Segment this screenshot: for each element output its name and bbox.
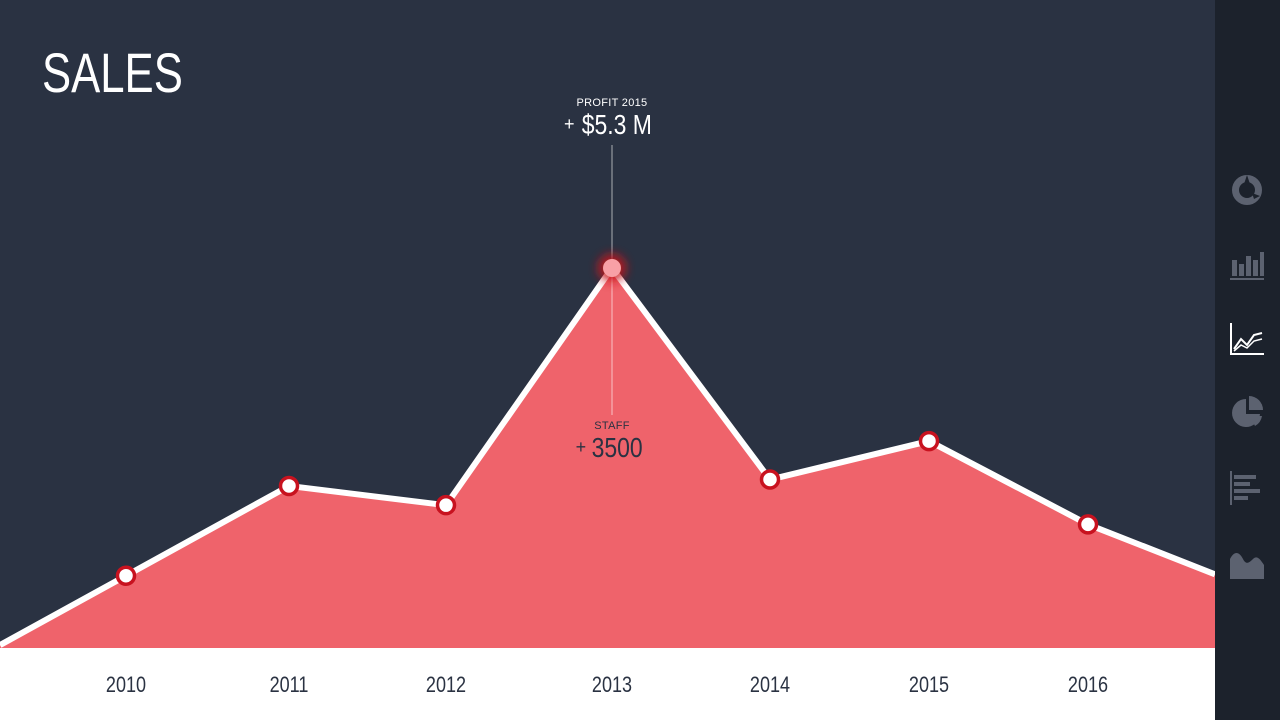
chart-panel: SALES PROFIT 2015 + $5.3 M STAFF +3500 20… [0,41,1215,720]
x-tick-label: 2011 [269,672,309,697]
x-tick-label: 2012 [425,672,467,697]
profit-annotation-prefix: + [563,114,575,134]
chart-type-sidebar [1215,0,1280,720]
data-point-2014 [759,469,781,490]
x-tick-label: 2013 [591,672,633,697]
profit-annotation-label: PROFIT 2015 [576,97,648,109]
x-tick-label: 2016 [1067,672,1109,697]
staff-annotation-prefix: + [575,437,587,457]
staff-annotation: STAFF +3500 [512,420,712,464]
donut-chart-icon[interactable] [1229,172,1265,208]
data-point-2016 [1077,514,1099,535]
staff-annotation-value: 3500 [591,432,643,463]
horizontal-bar-chart-icon[interactable] [1229,470,1265,506]
staff-annotation-label: STAFF [594,420,630,432]
x-tick-label: 2010 [105,672,147,697]
x-axis-band [0,648,1215,720]
line-chart-icon[interactable] [1229,321,1265,357]
sales-area-chart [0,145,1215,720]
profit-annotation: PROFIT 2015 + $5.3 M [512,97,712,141]
pie-chart-icon[interactable] [1229,395,1265,431]
data-point-2015 [918,430,940,452]
data-point-2010 [115,565,137,586]
page-title: SALES [42,41,183,104]
data-point-2013 [603,259,621,277]
area-chart-icon[interactable] [1229,545,1265,581]
data-point-2012 [435,494,457,516]
bar-chart-icon[interactable] [1229,246,1265,282]
sales-area-fill [0,268,1215,720]
profit-annotation-value: $5.3 M [582,109,653,140]
x-tick-label: 2014 [749,672,791,697]
data-point-2011 [278,475,300,497]
x-tick-label: 2015 [908,672,950,697]
